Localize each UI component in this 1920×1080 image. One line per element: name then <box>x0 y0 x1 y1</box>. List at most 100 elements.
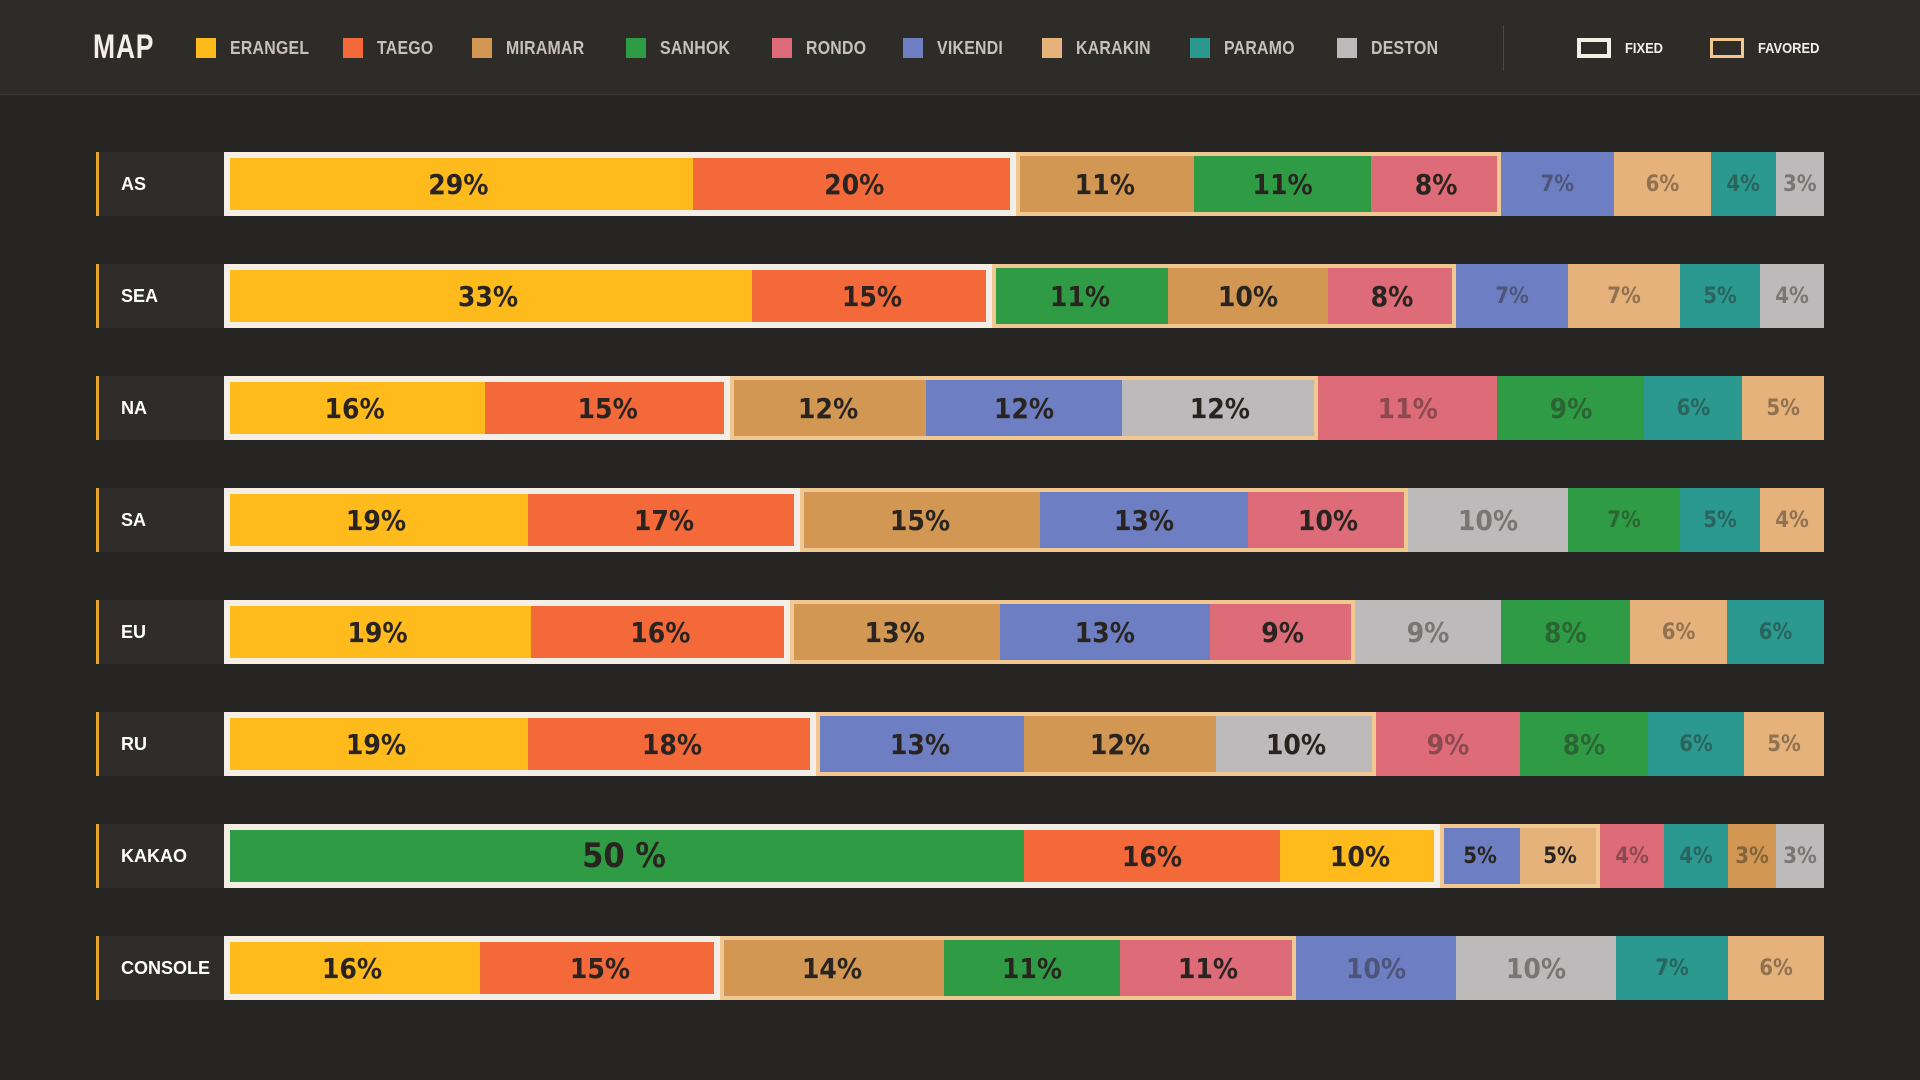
segment-label: 5% <box>1463 843 1497 869</box>
bar-segment-karakin: 5% <box>1520 824 1600 888</box>
bar-segment-deston: 4% <box>1760 264 1824 328</box>
segment-label: 10% <box>1329 839 1391 873</box>
bar-segment-erangel: 16% <box>224 376 486 440</box>
bar-segment-deston: 3% <box>1776 824 1824 888</box>
bar-segment-miramar: 11% <box>1015 152 1194 216</box>
legend-label: VIKENDI <box>937 37 1004 58</box>
bar-segment-deston: 3% <box>1775 152 1824 216</box>
bar-segment-paramo: 6% <box>1727 600 1824 664</box>
segment-label: 12% <box>1089 727 1151 761</box>
row-label-box: AS <box>96 152 224 216</box>
segment-label: 6% <box>1759 955 1793 981</box>
bar-segment-karakin: 6% <box>1728 936 1824 1000</box>
bar-row: RU 19% 18% 13% 12% 10% 9% 8% 6% 5% <box>96 712 1824 776</box>
bar-row: SA 19% 17% 15% 13% 10% 10% 7% 5% 4% <box>96 488 1824 552</box>
bar-row: NA 16% 15% 12% 12% 12% 11% 9% 6% 5% <box>96 376 1824 440</box>
bar-segment-erangel: 19% <box>224 712 528 776</box>
segment-label: 5% <box>1766 395 1800 421</box>
segment-label: 11% <box>1377 391 1438 425</box>
segment-label: 11% <box>1001 951 1063 985</box>
bar-segment-vikendi: 13% <box>1040 488 1248 552</box>
segment-label: 15% <box>577 391 638 425</box>
legend-label: DESTON <box>1371 37 1439 58</box>
legend-item-karakin: KARAKIN <box>1042 38 1161 58</box>
bar-row: CONSOLE 16% 15% 14% 11% 11% 10% 10% 7% 6% <box>96 936 1824 1000</box>
legend-label: SANHOK <box>660 37 731 58</box>
bar-segment-taego: 20% <box>692 152 1016 216</box>
segment-label: 7% <box>1540 171 1575 197</box>
fixed-key-swatch <box>1577 38 1611 58</box>
segment-label: 4% <box>1679 843 1713 869</box>
row-label: SA <box>121 510 147 530</box>
segment-label: 16% <box>324 391 385 425</box>
segment-label: 7% <box>1607 283 1641 309</box>
segment-label: 6% <box>1758 619 1793 645</box>
bar-row: AS 29% 20% 11% 11% 8% 7% 6% 4% 3% <box>96 152 1824 216</box>
bar-segment-erangel: 10% <box>1280 824 1440 888</box>
row-label: NA <box>121 398 147 418</box>
bar-segment-paramo: 5% <box>1680 488 1760 552</box>
bar-segment-taego: 17% <box>528 488 800 552</box>
segment-label: 17% <box>633 503 695 537</box>
segment-label: 7% <box>1655 955 1689 981</box>
legend-item-paramo: PARAMO <box>1190 38 1304 58</box>
segment-label: 19% <box>345 727 407 761</box>
legend-label: RONDO <box>806 37 867 58</box>
bar-segment-rondo: 11% <box>1317 376 1498 440</box>
segment-label: 5% <box>1703 283 1737 309</box>
legend-item-sanhok: SANHOK <box>626 38 740 58</box>
segment-label: 18% <box>641 727 703 761</box>
segment-label: 10% <box>1345 951 1407 985</box>
bar-segment-miramar: 10% <box>1168 264 1328 328</box>
segment-label: 13% <box>1113 503 1175 537</box>
segment-label: 3% <box>1782 171 1817 197</box>
bar-segment-karakin: 5% <box>1742 376 1824 440</box>
segment-label: 19% <box>347 615 408 649</box>
bar-segment-taego: 15% <box>752 264 992 328</box>
bar-segment-paramo: 4% <box>1664 824 1728 888</box>
bar-segment-sanhok: 11% <box>1193 152 1372 216</box>
legend-label: PARAMO <box>1224 37 1295 58</box>
segment-label: 4% <box>1775 283 1809 309</box>
bar-segment-karakin: 6% <box>1613 152 1711 216</box>
bar-segment-sanhok: 11% <box>944 936 1120 1000</box>
bar-segment-rondo: 8% <box>1328 264 1456 328</box>
legend-swatch <box>1337 38 1357 58</box>
segment-label: 8% <box>1414 167 1458 201</box>
bar-segment-taego: 15% <box>480 936 720 1000</box>
bar-segment-miramar: 13% <box>789 600 1000 664</box>
bar-segment-sanhok: 8% <box>1520 712 1648 776</box>
bar-segment-sanhok: 50 % <box>224 824 1024 888</box>
legend-divider <box>1503 25 1504 71</box>
segment-label: 6% <box>1679 731 1713 757</box>
bar-segment-erangel: 19% <box>224 488 528 552</box>
bar-segment-vikendi: 10% <box>1296 936 1456 1000</box>
bar-row: EU 19% 16% 13% 13% 9% 9% 8% 6% 6% <box>96 600 1824 664</box>
bar-segment-rondo: 4% <box>1600 824 1664 888</box>
bar-segment-taego: 18% <box>528 712 816 776</box>
legend-swatch <box>472 38 492 58</box>
legend-item-deston: DESTON <box>1337 38 1447 58</box>
segment-label: 6% <box>1676 395 1711 421</box>
bar-segment-rondo: 10% <box>1248 488 1408 552</box>
segment-label: 50 % <box>582 836 666 876</box>
bar-segment-vikendi: 7% <box>1456 264 1568 328</box>
segment-label: 16% <box>1121 839 1183 873</box>
segment-label: 11% <box>1252 167 1313 201</box>
segment-label: 12% <box>797 391 859 425</box>
segment-label: 9% <box>1549 391 1593 425</box>
favored-key-swatch <box>1710 38 1744 58</box>
bar-segment-taego: 16% <box>1024 824 1280 888</box>
bar-segment-deston: 9% <box>1355 600 1501 664</box>
segment-label: 9% <box>1261 615 1304 649</box>
segment-label: 14% <box>801 951 863 985</box>
bar-segment-karakin: 5% <box>1744 712 1824 776</box>
bar-segment-paramo: 7% <box>1616 936 1728 1000</box>
bar-segment-erangel: 16% <box>224 936 480 1000</box>
legend-swatch <box>343 38 363 58</box>
stacked-bar: 50 % 16% 10% 5% 5% 4% 4% 3% 3% <box>224 824 1824 888</box>
segment-label: 3% <box>1735 843 1769 869</box>
segment-label: 29% <box>428 167 489 201</box>
legend-swatch <box>772 38 792 58</box>
stacked-bar: 19% 18% 13% 12% 10% 9% 8% 6% 5% <box>224 712 1824 776</box>
